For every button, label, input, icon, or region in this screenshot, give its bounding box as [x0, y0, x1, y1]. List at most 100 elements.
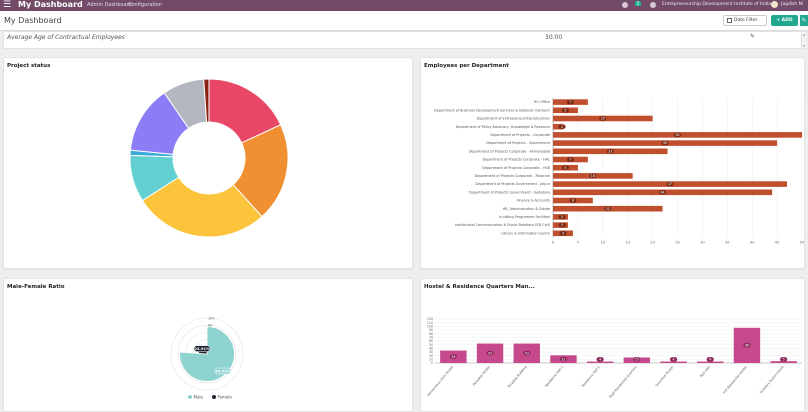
data-label-bg [604, 206, 612, 211]
data-label-bg [558, 214, 566, 220]
bar [586, 361, 614, 363]
app-title[interactable]: My Dashboard [18, 0, 83, 9]
x-tick-label: Paradise Hostel [472, 365, 491, 387]
x-tick-label: 20 [650, 240, 655, 244]
data-label-bg [214, 367, 232, 375]
data-label-bg [596, 357, 604, 362]
kpi-scrollbar[interactable] [801, 33, 806, 48]
add-button[interactable]: + ADD [771, 15, 798, 26]
x-tick-label: Scholars Guest House [759, 365, 785, 394]
edit-kpi-icon[interactable]: ✎ [750, 33, 756, 40]
data-label: 23 [608, 149, 612, 153]
data-label: 7 [569, 158, 571, 162]
data-label-bg [743, 343, 751, 348]
data-label: 47 [668, 182, 672, 186]
data-label: 45 [663, 141, 667, 145]
legend-swatch [188, 395, 192, 399]
data-label: 5 [564, 108, 566, 112]
y-tick-label: Department of Projects - Government [486, 141, 551, 145]
grid-icon[interactable]: ☰ [3, 0, 12, 10]
employees-per-department-card[interactable]: Employees per Department 0 5 10 15 20 25 30 35 4… [420, 57, 805, 269]
data-label-bg [486, 350, 494, 356]
menu-admin-dashboard[interactable]: Admin Dashboard [87, 2, 132, 8]
kpi-value: 30.00 [545, 34, 563, 41]
company-switcher[interactable]: Entrepreneurship Development Institute o… [662, 2, 772, 7]
data-label-bg [673, 132, 682, 138]
data-label: 5 [564, 166, 566, 170]
menu-configuration[interactable]: Configuration [128, 2, 162, 8]
bar [697, 361, 724, 363]
data-label-bg [780, 357, 788, 362]
y-tick-label: In-sitting Programme Facilities [499, 215, 551, 219]
x-tick-label: Staff Residential Quarters [608, 365, 638, 399]
data-label: 4 [673, 358, 675, 362]
data-label: 34 [451, 355, 455, 359]
y-tick-label: HO Office [534, 100, 550, 104]
data-label: 15 [635, 358, 639, 362]
kpi-label: Average Age of Contractual Employees [7, 34, 125, 41]
y-tick-label: Department of Projects Corporate - HAL [483, 158, 551, 162]
data-label: 8 [572, 199, 574, 203]
radial-grid [177, 324, 237, 384]
x-tick-label: 30 [700, 240, 705, 244]
y-tick-label: 110 [427, 321, 433, 325]
donut-slice [141, 176, 263, 238]
r-tick-label: 80 [208, 324, 212, 328]
hostel-residence-card[interactable]: Hostel & Residence Quarters Man... 0 10 20… [420, 278, 805, 412]
bar [553, 123, 563, 130]
data-label: 2 [561, 125, 563, 129]
data-label-bg [449, 354, 457, 359]
data-label-bg [589, 173, 597, 179]
x-tick-label: Residence Hall 1 [544, 365, 564, 388]
y-tick-label: 70 [429, 336, 433, 340]
data-label-bg [599, 116, 607, 121]
data-label-bg [661, 140, 669, 146]
data-label: 4 [562, 231, 564, 235]
data-label: 21 [561, 357, 565, 361]
y-tick-label: Finance & Accounts [517, 199, 550, 203]
data-label: 3 [561, 223, 563, 227]
y-tick-label: 90 [429, 328, 433, 332]
employees-per-department-title: Employees per Department [424, 63, 509, 69]
data-label-bg [566, 157, 575, 162]
male-female-ratio-card[interactable]: Male-Female Ratio 02040608010076.09%23.9… [3, 278, 413, 412]
data-label: 3 [561, 215, 563, 219]
control-panel: My Dashboard Date Filter + ADD ✎ [0, 11, 808, 31]
male-female-ratio-title: Male-Female Ratio [7, 284, 65, 290]
chat-badge[interactable]: 2 [635, 1, 641, 6]
data-label-bg [669, 357, 678, 362]
project-status-card[interactable]: Project status [3, 57, 413, 269]
kpi-table: Average Age of Contractual Employees 30.… [3, 31, 806, 49]
data-label-bg [566, 99, 575, 105]
pencil-icon[interactable]: ✎ [800, 15, 808, 26]
x-tick-label: Residence Hall 2 [581, 365, 601, 388]
clock-icon[interactable] [650, 2, 656, 8]
date-filter-button[interactable]: Date Filter [723, 15, 767, 26]
y-tick-label: HR, Administration & Estate [503, 207, 550, 211]
bug-icon[interactable] [622, 2, 628, 8]
data-label: 53 [488, 351, 492, 355]
x-tick-label: Harmonious Girls Hostel [426, 365, 454, 397]
x-tick-label: 5 [577, 240, 579, 244]
data-label-bg [633, 357, 641, 362]
x-tick-label: 35 [725, 240, 730, 244]
data-label: 96 [745, 344, 749, 348]
y-tick-label: Department of Projects Corporate - Ahmed… [469, 149, 550, 153]
data-label-bg [523, 350, 531, 356]
data-label-bg [559, 231, 567, 236]
bar [770, 361, 797, 363]
avatar[interactable] [771, 1, 778, 8]
legend-swatch [212, 395, 216, 399]
x-tick-label: 45 [775, 240, 780, 244]
data-label: 53 [525, 351, 529, 355]
y-tick-label: 60 [429, 339, 433, 343]
y-tick-label: 10 [429, 358, 433, 362]
data-label: 16 [591, 174, 595, 178]
y-tick-label: 20 [429, 354, 433, 358]
y-tick-label: Department of Projects Corporate - HSB [482, 166, 550, 170]
user-menu[interactable]: Jagdish Ni [781, 2, 804, 7]
data-label: 20 [601, 117, 605, 121]
